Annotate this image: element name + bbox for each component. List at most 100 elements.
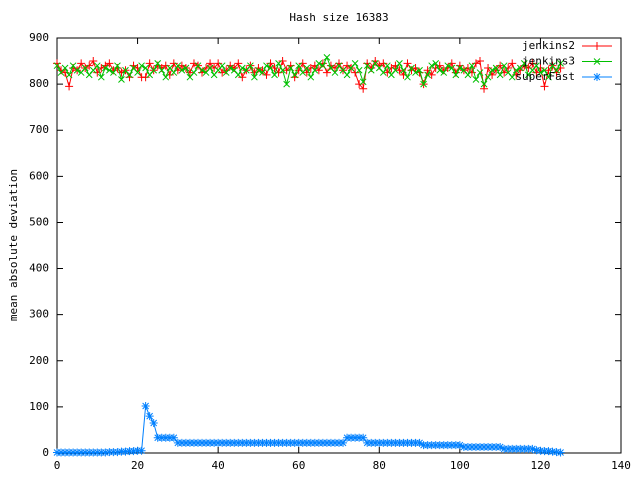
point-marker	[290, 438, 299, 447]
point-marker	[169, 59, 178, 68]
point-marker	[267, 64, 274, 72]
point-marker	[484, 443, 493, 452]
point-marker	[540, 82, 549, 91]
point-marker	[262, 438, 271, 447]
point-marker	[371, 438, 380, 447]
point-marker	[182, 64, 190, 72]
point-marker	[351, 60, 359, 67]
point-marker	[407, 438, 416, 447]
point-marker	[206, 59, 215, 68]
point-marker	[416, 66, 423, 74]
point-marker	[234, 71, 242, 79]
point-marker	[125, 447, 134, 456]
point-marker	[154, 60, 162, 67]
point-marker	[355, 433, 364, 442]
point-marker	[379, 59, 388, 68]
point-marker	[282, 66, 291, 75]
point-marker	[274, 68, 283, 77]
point-marker	[206, 438, 215, 447]
point-marker	[73, 448, 82, 457]
point-marker	[259, 69, 266, 76]
point-marker	[173, 438, 182, 447]
point-marker	[110, 69, 117, 76]
point-marker	[400, 66, 407, 74]
point-marker	[65, 448, 74, 457]
point-marker	[508, 59, 517, 68]
point-marker	[202, 63, 211, 72]
point-marker	[444, 62, 452, 70]
point-marker	[467, 443, 476, 452]
point-marker	[133, 446, 142, 455]
point-marker	[532, 68, 541, 77]
y-tick-label: 900	[29, 31, 49, 44]
point-marker	[238, 438, 247, 447]
point-marker	[97, 63, 106, 72]
y-tick-label: 600	[29, 169, 49, 182]
point-marker	[415, 438, 424, 447]
point-marker	[177, 61, 186, 70]
point-marker	[303, 64, 311, 72]
point-marker	[476, 57, 484, 66]
point-marker	[351, 68, 360, 77]
point-marker	[255, 66, 262, 74]
point-marker	[512, 444, 521, 453]
point-marker	[411, 438, 420, 447]
point-marker	[318, 438, 327, 447]
point-marker	[238, 64, 246, 72]
point-marker	[251, 73, 258, 81]
point-marker	[545, 73, 552, 81]
point-marker	[53, 448, 61, 457]
point-marker	[379, 438, 388, 447]
point-marker	[247, 62, 254, 70]
point-marker	[363, 438, 372, 447]
point-marker	[322, 438, 331, 447]
point-marker	[392, 66, 399, 74]
point-marker	[396, 60, 403, 67]
point-marker	[279, 66, 286, 74]
point-marker	[126, 71, 133, 79]
point-marker	[528, 59, 537, 68]
point-marker	[306, 63, 315, 72]
point-marker	[242, 438, 251, 447]
point-marker	[93, 62, 101, 70]
point-marker	[423, 441, 432, 450]
point-marker	[557, 60, 564, 67]
point-marker	[234, 438, 243, 447]
point-marker	[472, 76, 480, 83]
point-marker	[387, 438, 396, 447]
point-marker	[141, 73, 150, 82]
point-marker	[355, 80, 364, 89]
point-marker	[210, 438, 219, 447]
point-marker	[210, 63, 219, 72]
point-marker	[129, 447, 138, 456]
point-marker	[234, 59, 243, 68]
point-marker	[181, 438, 190, 447]
point-marker	[315, 60, 323, 67]
point-marker	[262, 70, 271, 79]
point-marker	[278, 438, 287, 447]
point-marker	[532, 446, 541, 455]
y-tick-label: 800	[29, 77, 49, 90]
point-marker	[496, 71, 504, 79]
y-tick-label: 200	[29, 354, 49, 367]
point-marker	[411, 63, 420, 72]
point-marker	[537, 69, 544, 76]
point-marker	[323, 54, 331, 61]
point-marker	[298, 438, 307, 447]
point-marker	[508, 444, 517, 453]
point-marker	[69, 448, 78, 457]
point-marker	[533, 62, 540, 70]
point-marker	[500, 62, 508, 70]
point-marker	[266, 438, 275, 447]
point-marker	[302, 68, 311, 77]
point-marker	[198, 66, 206, 74]
point-marker	[157, 433, 166, 442]
point-marker	[480, 84, 489, 93]
y-tick-label: 0	[42, 446, 49, 459]
point-marker	[185, 438, 194, 447]
point-marker	[189, 59, 198, 68]
point-marker	[189, 438, 198, 447]
point-marker	[553, 66, 560, 74]
point-marker	[137, 446, 146, 455]
legend-marker	[593, 73, 601, 81]
